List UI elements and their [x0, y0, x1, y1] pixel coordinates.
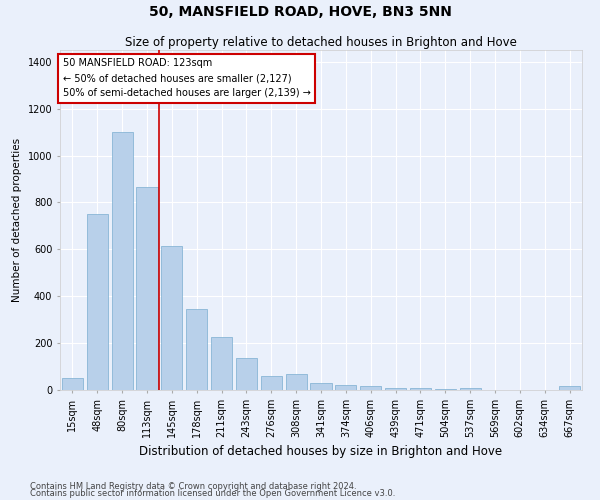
Y-axis label: Number of detached properties: Number of detached properties: [12, 138, 22, 302]
Bar: [186, 309, 207, 390]
Text: 50, MANSFIELD ROAD, HOVE, BN3 5NN: 50, MANSFIELD ROAD, HOVE, BN3 5NN: [149, 5, 451, 19]
Bar: [87, 214, 108, 390]
Title: Size of property relative to detached houses in Brighton and Hove: Size of property relative to detached ho…: [125, 36, 517, 49]
Text: Contains HM Land Registry data © Crown copyright and database right 2024.: Contains HM Land Registry data © Crown c…: [30, 482, 356, 491]
Bar: [261, 376, 282, 390]
Bar: [62, 378, 83, 390]
Text: 50 MANSFIELD ROAD: 123sqm
← 50% of detached houses are smaller (2,127)
50% of se: 50 MANSFIELD ROAD: 123sqm ← 50% of detac…: [62, 58, 310, 98]
Bar: [360, 386, 381, 390]
X-axis label: Distribution of detached houses by size in Brighton and Hove: Distribution of detached houses by size …: [139, 446, 503, 458]
Bar: [161, 246, 182, 390]
Bar: [112, 132, 133, 390]
Bar: [385, 388, 406, 390]
Bar: [410, 388, 431, 390]
Bar: [136, 187, 158, 390]
Bar: [286, 374, 307, 390]
Bar: [335, 386, 356, 390]
Text: Contains public sector information licensed under the Open Government Licence v3: Contains public sector information licen…: [30, 489, 395, 498]
Bar: [460, 388, 481, 390]
Bar: [435, 389, 456, 390]
Bar: [236, 358, 257, 390]
Bar: [211, 337, 232, 390]
Bar: [559, 386, 580, 390]
Bar: [310, 383, 332, 390]
